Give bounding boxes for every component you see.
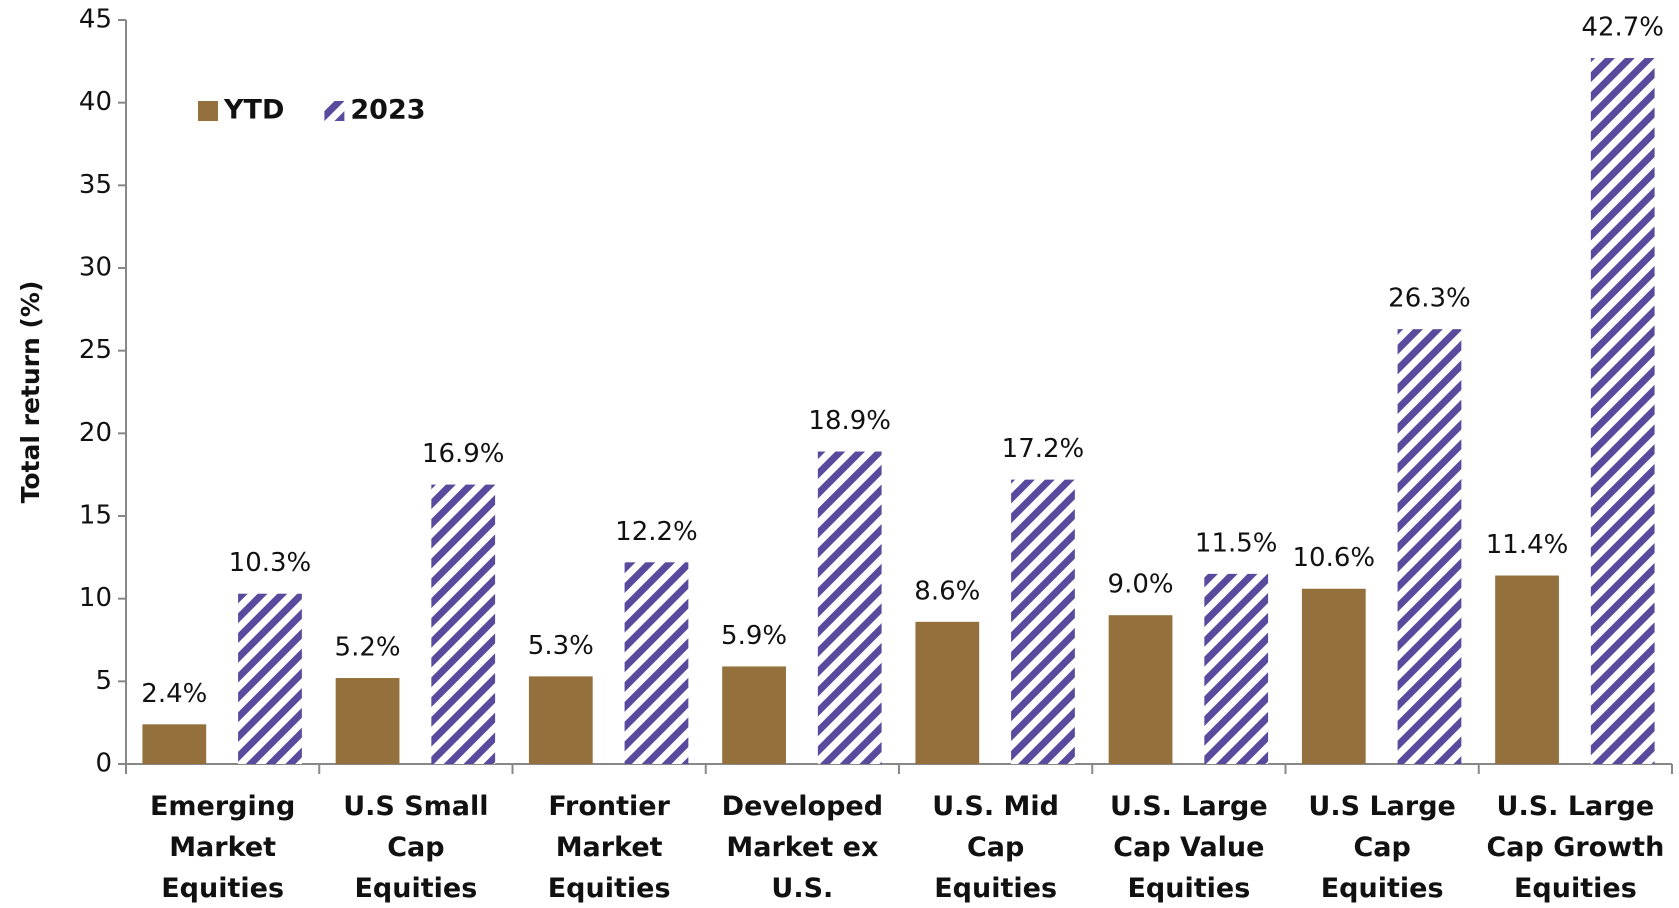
value-label: 12.2% xyxy=(615,517,698,547)
bar xyxy=(915,621,980,764)
bar xyxy=(1495,575,1559,764)
y-tick-label: 30 xyxy=(79,253,112,283)
value-label: 5.2% xyxy=(335,633,401,663)
x-tick-label: Frontier Market Equities xyxy=(547,791,671,904)
value-label: 17.2% xyxy=(1002,434,1085,464)
y-tick-label: 5 xyxy=(95,666,112,696)
y-tick-label: 20 xyxy=(79,418,112,448)
y-tick-label: 40 xyxy=(79,87,112,117)
x-tick-label: U.S Large Cap Equities xyxy=(1308,791,1456,904)
bar xyxy=(335,678,400,764)
legend-swatch xyxy=(198,101,218,121)
value-label: 11.4% xyxy=(1486,530,1569,560)
bar xyxy=(1397,329,1462,764)
value-label: 42.7% xyxy=(1581,13,1664,43)
bar xyxy=(624,562,689,764)
bar xyxy=(1108,615,1173,764)
bar xyxy=(238,593,302,764)
y-tick-label: 35 xyxy=(79,170,112,200)
bar xyxy=(431,484,496,764)
value-label: 2.4% xyxy=(141,679,207,709)
bar xyxy=(142,724,207,764)
value-label: 18.9% xyxy=(808,406,891,436)
x-tick-label: Developed Market ex U.S. Equities xyxy=(721,791,884,904)
x-tick-label: U.S. Large Cap Value Equities xyxy=(1110,791,1268,904)
value-label: 11.5% xyxy=(1195,528,1278,558)
bar xyxy=(722,666,786,764)
value-label: 8.6% xyxy=(914,576,980,606)
value-label: 5.9% xyxy=(721,621,787,651)
x-tick-label: U.S. Mid Cap Equities xyxy=(932,791,1059,904)
value-label: 5.3% xyxy=(528,631,594,661)
legend-swatch xyxy=(324,101,345,121)
bar xyxy=(1301,588,1366,764)
y-tick-label: 25 xyxy=(79,335,112,365)
x-tick-label: U.S Small Cap Equities xyxy=(343,791,489,904)
legend-label: YTD xyxy=(223,95,284,126)
value-label: 10.6% xyxy=(1293,543,1376,573)
x-tick-label: Emerging Market Equities xyxy=(149,791,296,904)
value-label: 10.3% xyxy=(229,548,312,578)
x-tick-label: U.S. Large Cap Growth Equities xyxy=(1486,791,1665,904)
bar xyxy=(1204,573,1269,764)
value-label: 9.0% xyxy=(1108,570,1174,600)
y-tick-label: 45 xyxy=(79,5,112,35)
y-axis-label: Total return (%) xyxy=(16,281,45,504)
bar xyxy=(1011,479,1075,764)
legend-label: 2023 xyxy=(350,95,425,126)
y-tick-label: 10 xyxy=(79,583,112,613)
y-tick-label: 15 xyxy=(79,501,112,531)
value-label: 26.3% xyxy=(1388,284,1471,314)
bar xyxy=(817,451,882,764)
value-label: 16.9% xyxy=(422,439,505,469)
bar xyxy=(1590,58,1655,764)
bar xyxy=(528,676,593,764)
y-tick-label: 0 xyxy=(95,749,112,779)
